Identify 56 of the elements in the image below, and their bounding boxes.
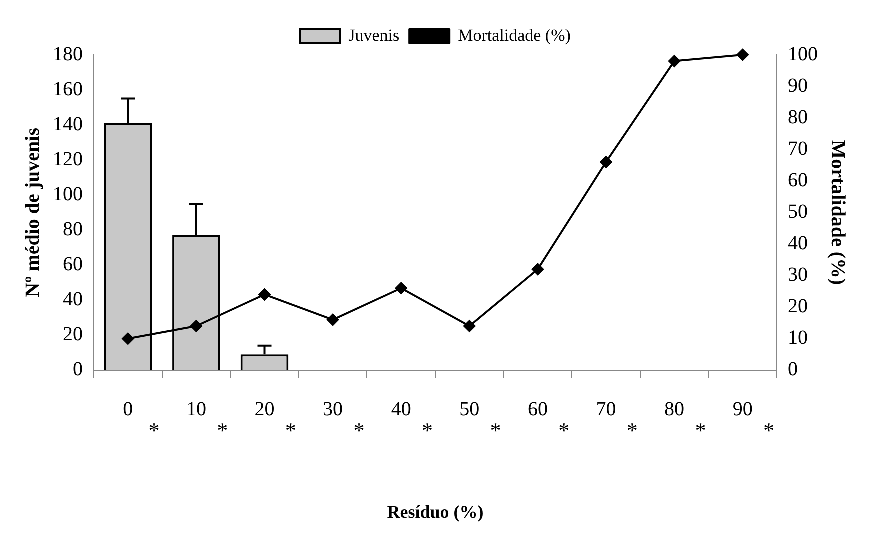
y-tick-label: 100 [53, 183, 83, 206]
x-tick-label: 70 [596, 398, 616, 421]
legend-label: Mortalidade (%) [458, 26, 571, 45]
y-tick-label: 20 [63, 324, 83, 346]
point [532, 263, 544, 276]
y2-tick-label: 100 [788, 43, 818, 66]
y2-tick-label: 70 [788, 138, 808, 160]
x-tick-label: 40 [391, 398, 412, 421]
point [190, 320, 202, 332]
text: * [695, 418, 706, 444]
y2-tick-label: 60 [788, 169, 808, 192]
y-tick-label: 60 [63, 254, 83, 276]
x-tick-label: 80 [664, 398, 685, 421]
text: * [626, 418, 638, 444]
y2-tick-label: 80 [788, 106, 808, 128]
x-tick-label: 20 [254, 398, 275, 421]
y-tick-label: 120 [53, 148, 83, 170]
point [736, 49, 749, 61]
y2-tick-label: 90 [788, 74, 808, 97]
point [600, 156, 612, 168]
y-axis-title: Nº médio de juvenis [22, 128, 44, 298]
text: * [285, 418, 296, 444]
point [464, 320, 476, 332]
y2-tick-label: 10 [788, 327, 808, 350]
text: * [422, 418, 433, 444]
point [668, 55, 681, 68]
x-tick-label: 50 [460, 398, 480, 421]
y2-tick-label: 20 [788, 296, 808, 318]
y2-tick-label: 0 [788, 358, 798, 381]
text: * [490, 418, 502, 444]
y2-tick-label: 30 [788, 264, 808, 286]
text: * [764, 418, 774, 444]
point [258, 288, 271, 301]
x-tick-label: 0 [123, 398, 134, 421]
point [327, 314, 340, 326]
text: * [217, 418, 228, 444]
y-tick-label: 180 [53, 43, 83, 66]
x-tick-label: 90 [732, 398, 753, 421]
x-tick-label: 30 [323, 398, 344, 421]
y-tick-label: 140 [53, 113, 83, 136]
x-tick-label: 10 [186, 398, 206, 421]
x-tick-label: 60 [528, 398, 548, 421]
point [122, 332, 134, 345]
legend-label: Juvenis [348, 26, 400, 45]
text: * [558, 418, 570, 444]
y-tick-label: 0 [73, 358, 83, 381]
point [395, 282, 408, 294]
y-tick-label: 80 [63, 218, 83, 240]
y2-axis-title: Mortalidade (%) [826, 140, 849, 286]
x-axis-title: Resíduo (%) [387, 502, 484, 522]
text: * [354, 418, 365, 444]
y-tick-label: 160 [53, 78, 83, 100]
y-tick-label: 40 [63, 288, 83, 311]
y2-tick-label: 50 [788, 200, 808, 223]
y2-tick-label: 40 [788, 232, 808, 254]
text: * [148, 418, 160, 444]
